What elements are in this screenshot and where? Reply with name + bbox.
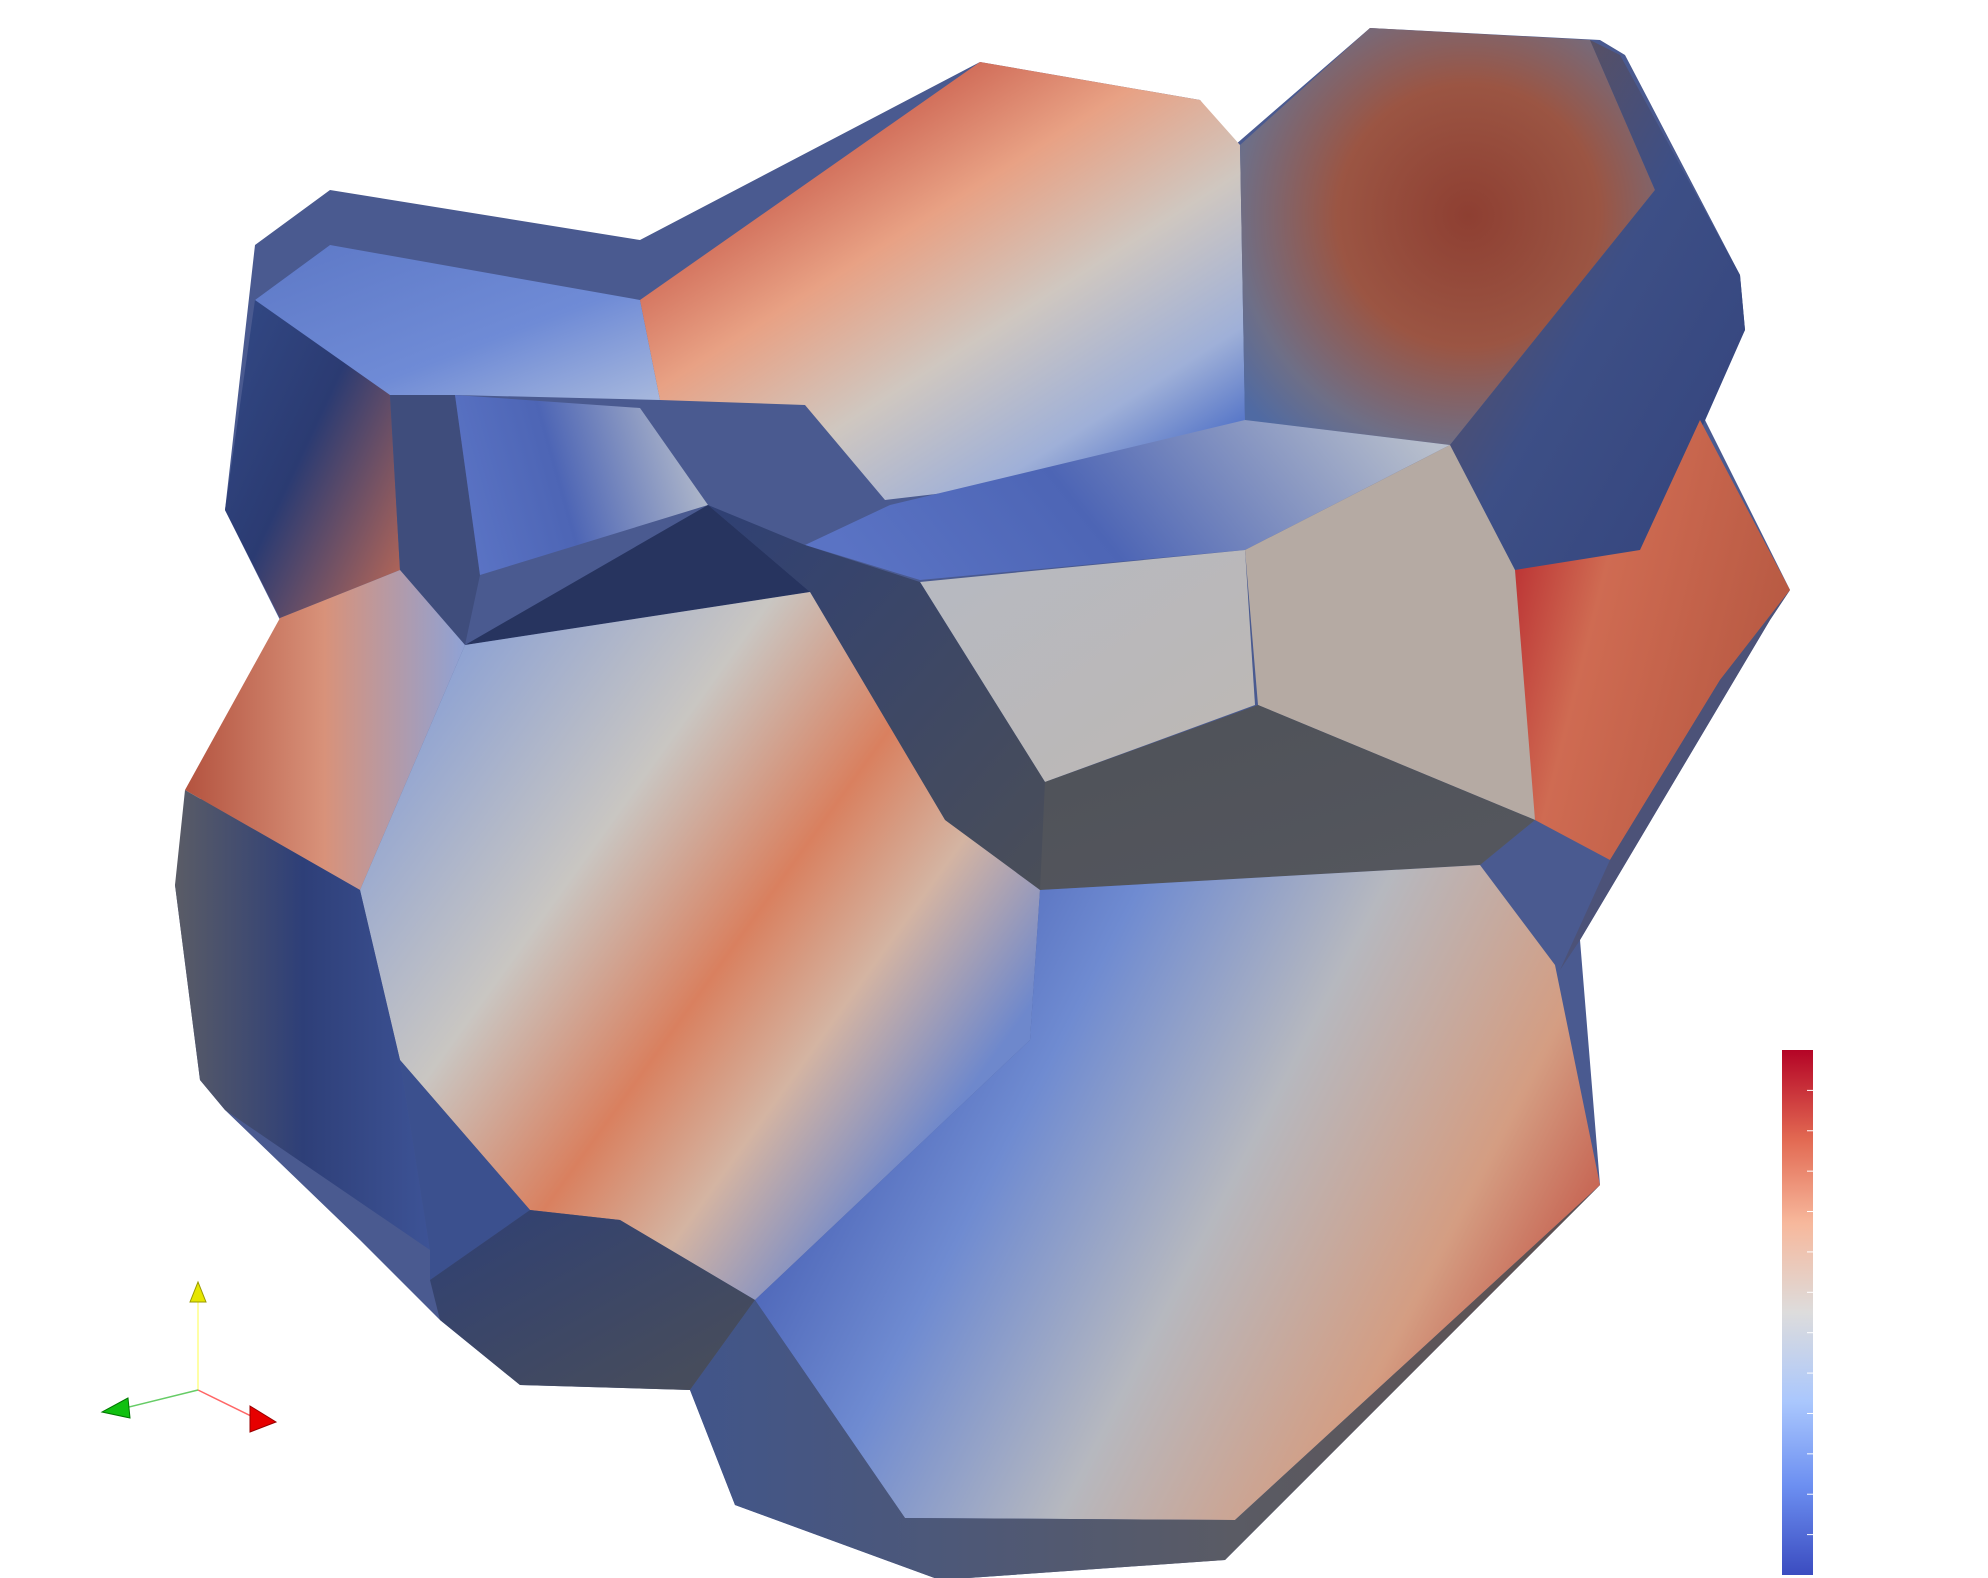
colorbar-gradient: [1782, 1050, 1813, 1575]
polycrystal-mesh[interactable]: [175, 28, 1790, 1578]
grain-face-right-edge-top: [1450, 40, 1745, 570]
colorbar: [1782, 1050, 1813, 1575]
grain-face-inner-recess: [455, 395, 708, 575]
axis-x-line: [197, 1389, 256, 1419]
grain-face-groove: [945, 705, 1535, 890]
grain-face-left-orange: [185, 570, 465, 890]
grain-face-dark-channel: [708, 505, 1045, 890]
colorbar-ticks: [1807, 1089, 1813, 1536]
grain-face-right-orange: [1515, 420, 1790, 860]
axis-x-arrow-icon: [249, 1405, 278, 1433]
grain-face-blue-band: [805, 420, 1450, 580]
grain-face-bottom-large: [755, 865, 1600, 1520]
grain-face-top-left: [255, 245, 660, 400]
grain-face-slot-left: [390, 395, 480, 645]
axis-z-arrow-icon: [100, 1397, 131, 1419]
orientation-axes: [100, 1280, 278, 1433]
axis-z-line: [124, 1389, 199, 1409]
grain-face-mid-grey-right: [1245, 445, 1535, 820]
grain-face-top-right: [1240, 28, 1655, 445]
grain-face-left-lower: [400, 1060, 530, 1280]
grain-face-left-rim: [175, 790, 430, 1250]
grain-face-far-right: [1560, 590, 1790, 970]
grain-face-top-center: [640, 62, 1245, 500]
grain-face-left-ledge: [465, 505, 810, 645]
grain-face-center-large: [360, 592, 1040, 1300]
grain-face-bottom-left: [430, 1210, 755, 1390]
axis-y-arrow-icon: [189, 1280, 207, 1303]
grain-face-mid-grey: [920, 550, 1255, 782]
